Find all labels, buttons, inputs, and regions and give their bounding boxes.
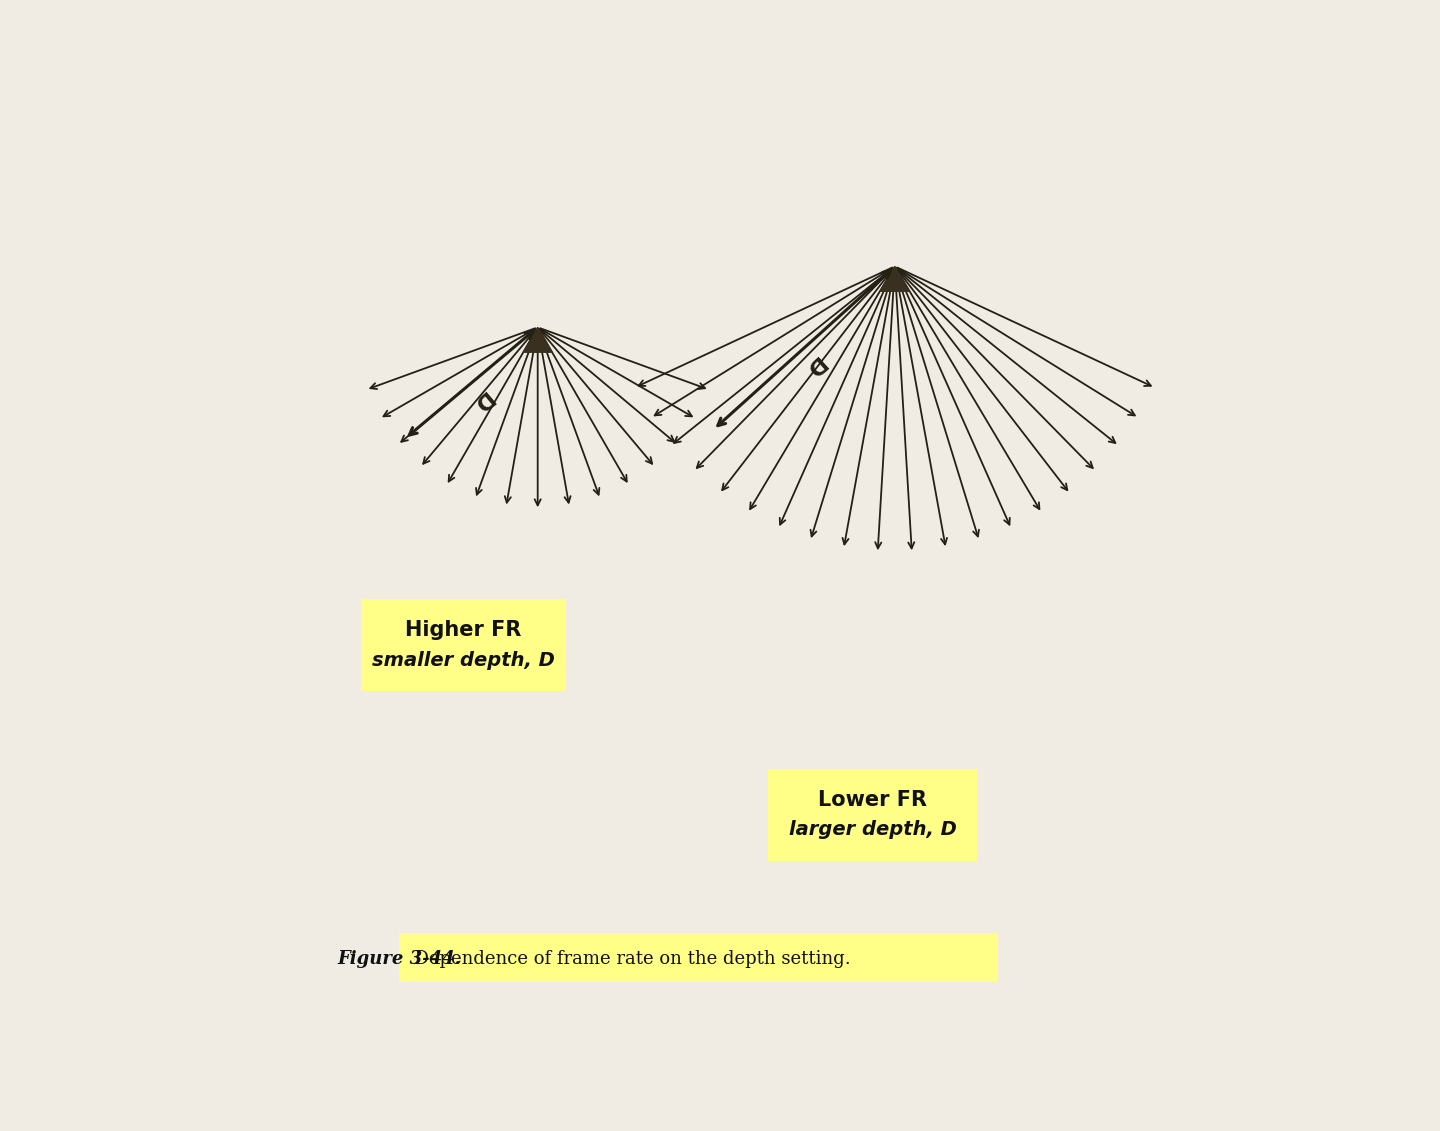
Text: Higher FR: Higher FR <box>406 620 521 640</box>
Text: D: D <box>799 352 827 379</box>
Text: Lower FR: Lower FR <box>818 791 927 810</box>
Text: D: D <box>468 387 494 414</box>
Polygon shape <box>523 327 552 352</box>
FancyBboxPatch shape <box>361 599 566 691</box>
Text: larger depth, D: larger depth, D <box>789 820 958 839</box>
FancyBboxPatch shape <box>399 933 998 982</box>
FancyBboxPatch shape <box>769 769 978 861</box>
Text: Dependence of frame rate on the depth setting.: Dependence of frame rate on the depth se… <box>403 950 851 968</box>
Polygon shape <box>880 267 909 292</box>
Text: smaller depth, D: smaller depth, D <box>372 650 554 670</box>
Text: Figure 3-44.: Figure 3-44. <box>337 950 461 968</box>
